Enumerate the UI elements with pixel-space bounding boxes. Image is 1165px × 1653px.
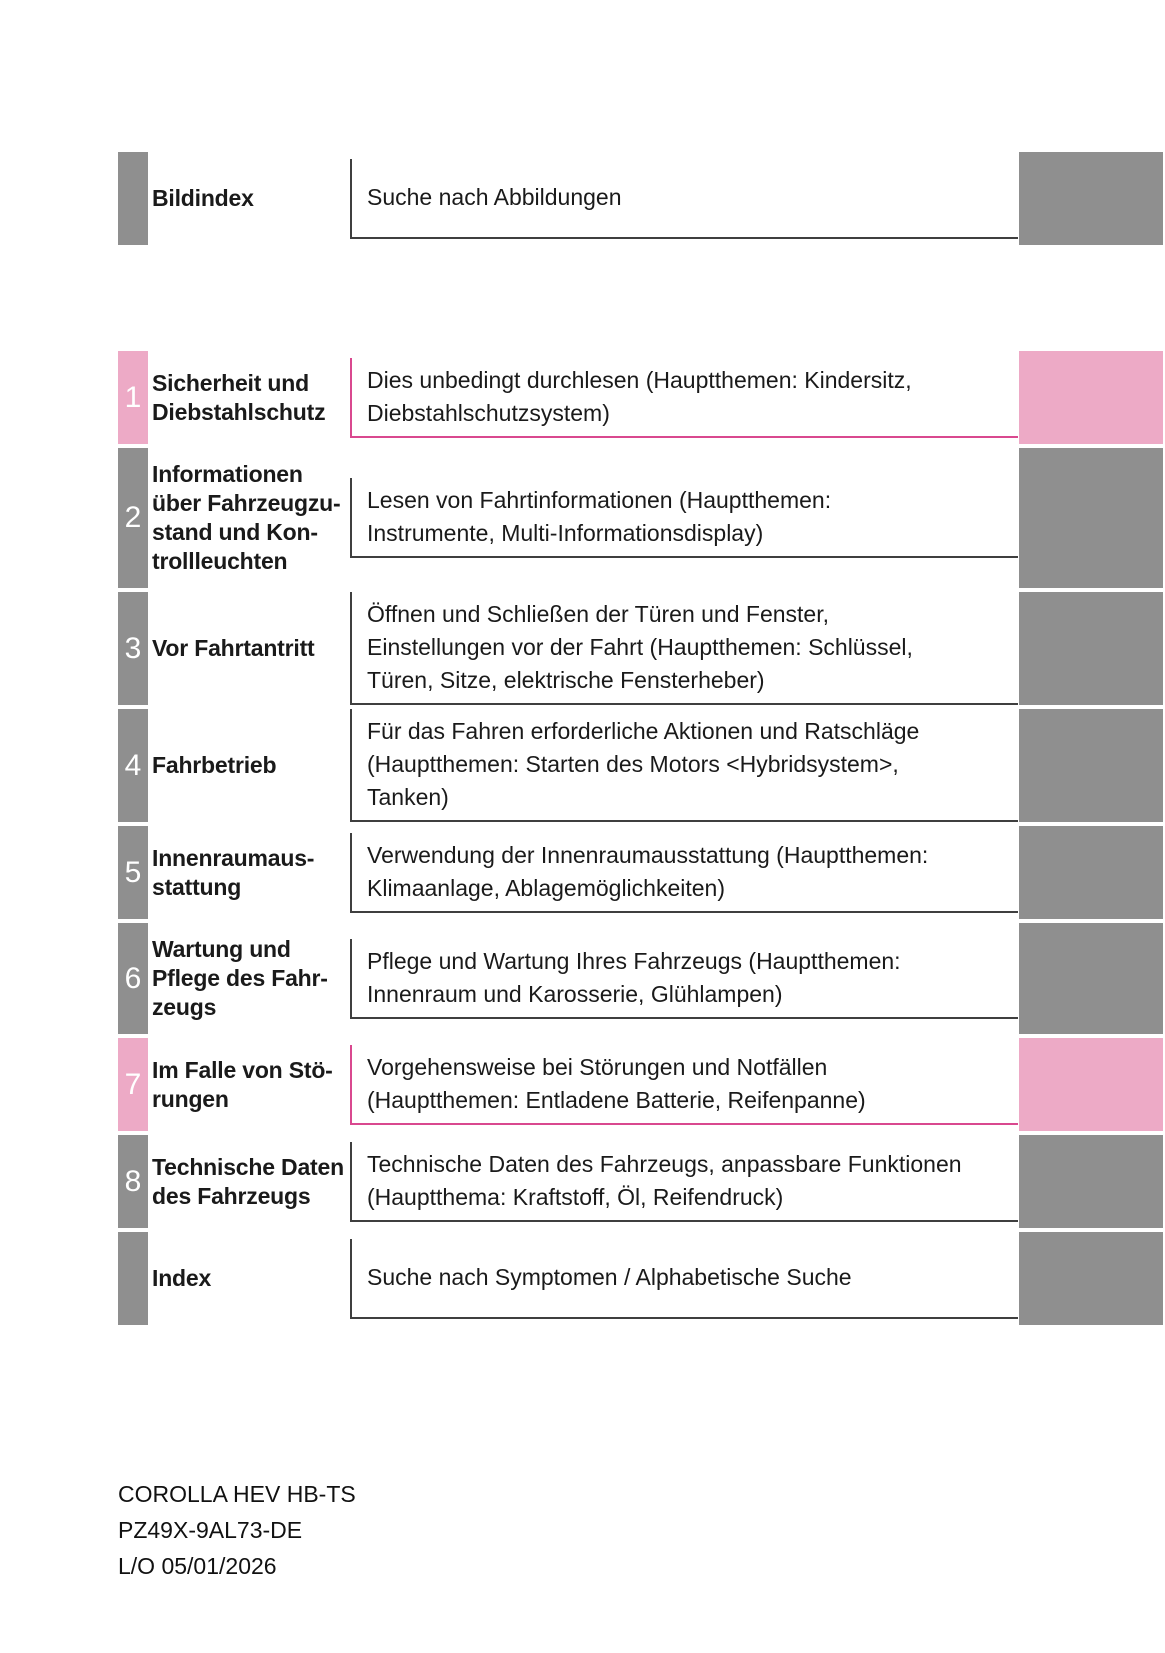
chapter-number-block <box>118 1232 148 1325</box>
chapter-number-block: 1 <box>118 351 148 444</box>
chapter-description-box: Vorgehensweise bei Störungen und Notfäll… <box>350 1044 1018 1125</box>
chapter-tab-block <box>1019 351 1163 444</box>
chapter-description: Verwendung der Innenraumausstattung (Hau… <box>367 841 929 901</box>
chapter-description: Suche nach Abbildungen <box>367 184 622 210</box>
page-footer: COROLLA HEV HB-TS PZ49X-9AL73-DE L/O 05/… <box>118 1476 356 1584</box>
chapter-number-block: 3 <box>118 592 148 705</box>
chapter-title: Informationen über Fahrzeugzu- stand und… <box>152 461 341 574</box>
toc-rows: Bildindex Suche nach Abbildungen 1 Siche… <box>0 152 1165 1325</box>
chapter-description: Dies unbedingt durchlesen (Hauptthemen: … <box>367 366 912 426</box>
chapter-number: 2 <box>124 501 142 534</box>
chapter-tab-block <box>1019 709 1163 822</box>
chapter-description-box: Suche nach Abbildungen <box>350 158 1018 239</box>
chapter-number-block: 5 <box>118 826 148 919</box>
toc-row: 7 Im Falle von Stö- rungen Vorgehensweis… <box>0 1038 1165 1131</box>
chapter-number: 8 <box>124 1164 142 1198</box>
chapter-number-block: 2 <box>118 448 148 588</box>
toc-row: Bildindex Suche nach Abbildungen <box>0 152 1165 245</box>
chapter-number: 5 <box>124 855 142 889</box>
chapter-number-block: 8 <box>118 1135 148 1228</box>
toc-row: 5 Innenraumaus- stattung Verwendung der … <box>0 826 1165 919</box>
chapter-title: Index <box>152 1265 212 1291</box>
chapter-tab-block <box>1019 152 1163 245</box>
chapter-number-block: 4 <box>118 709 148 822</box>
chapter-description-box: Pflege und Wartung Ihres Fahrzeugs (Haup… <box>350 938 1018 1019</box>
chapter-description: Öffnen und Schließen der Türen und Fenst… <box>367 601 913 693</box>
chapter-title: Sicherheit und Diebstahlschutz <box>152 369 326 425</box>
footer-layout-date: L/O 05/01/2026 <box>118 1553 277 1579</box>
toc-row: 1 Sicherheit und Diebstahlschutz Dies un… <box>0 351 1165 444</box>
footer-part-number: PZ49X-9AL73-DE <box>118 1517 303 1543</box>
chapter-title: Innenraumaus- stattung <box>152 844 315 900</box>
chapter-tab-block <box>1019 448 1163 588</box>
chapter-description-box: Öffnen und Schließen der Türen und Fenst… <box>350 592 1018 705</box>
chapter-title: Vor Fahrtantritt <box>152 635 315 661</box>
chapter-description: Technische Daten des Fahrzeugs, anpassba… <box>367 1150 962 1210</box>
chapter-number: 1 <box>124 380 142 414</box>
manual-toc-page: Bildindex Suche nach Abbildungen 1 Siche… <box>0 152 1165 1579</box>
chapter-description: Suche nach Symptomen / Alphabetische Suc… <box>367 1264 852 1290</box>
chapter-number: 3 <box>124 631 142 665</box>
toc-row: 2 Informationen über Fahrzeugzu- stand u… <box>0 448 1165 588</box>
chapter-number-block: 7 <box>118 1038 148 1131</box>
chapter-tab-block <box>1019 923 1163 1034</box>
chapter-description: Vorgehensweise bei Störungen und Notfäll… <box>367 1053 866 1113</box>
chapter-description: Lesen von Fahrtinformationen (Haupttheme… <box>367 487 832 546</box>
chapter-description-box: Verwendung der Innenraumausstattung (Hau… <box>350 832 1018 913</box>
chapter-tab-block <box>1019 826 1163 919</box>
chapter-tab-block <box>1019 592 1163 705</box>
chapter-description-box: Suche nach Symptomen / Alphabetische Suc… <box>350 1238 1018 1319</box>
chapter-title: Wartung und Pflege des Fahr- zeugs <box>152 936 328 1020</box>
chapter-number: 6 <box>124 961 142 995</box>
chapter-description-box: Für das Fahren erforderliche Aktionen un… <box>350 709 1018 822</box>
chapter-number: 4 <box>124 748 142 782</box>
toc-row: 8 Technische Daten des Fahrzeugs Technis… <box>0 1135 1165 1228</box>
toc-row: 6 Wartung und Pflege des Fahr- zeugs Pfl… <box>0 923 1165 1034</box>
chapter-description-box: Lesen von Fahrtinformationen (Haupttheme… <box>350 478 1018 558</box>
chapter-number-block: 6 <box>118 923 148 1034</box>
chapter-title: Im Falle von Stö- rungen <box>152 1056 333 1112</box>
chapter-tab-block <box>1019 1232 1163 1325</box>
toc-row: 3 Vor Fahrtantritt Öffnen und Schließen … <box>0 592 1165 705</box>
chapter-title: Bildindex <box>152 185 254 211</box>
chapter-number: 7 <box>124 1067 142 1101</box>
chapter-description: Pflege und Wartung Ihres Fahrzeugs (Haup… <box>367 947 901 1007</box>
chapter-title: Technische Daten des Fahrzeugs <box>152 1153 344 1209</box>
chapter-title: Fahrbetrieb <box>152 752 277 778</box>
chapter-description-box: Technische Daten des Fahrzeugs, anpassba… <box>350 1141 1018 1222</box>
chapter-tab-block <box>1019 1038 1163 1131</box>
chapter-description-box: Dies unbedingt durchlesen (Hauptthemen: … <box>350 357 1018 438</box>
chapter-tab-block <box>1019 1135 1163 1228</box>
toc-row: Index Suche nach Symptomen / Alphabetisc… <box>0 1232 1165 1325</box>
toc-row: 4 Fahrbetrieb Für das Fahren erforderlic… <box>0 709 1165 822</box>
chapter-number-block <box>118 152 148 245</box>
footer-model: COROLLA HEV HB-TS <box>118 1481 356 1507</box>
chapter-description: Für das Fahren erforderliche Aktionen un… <box>367 718 920 810</box>
